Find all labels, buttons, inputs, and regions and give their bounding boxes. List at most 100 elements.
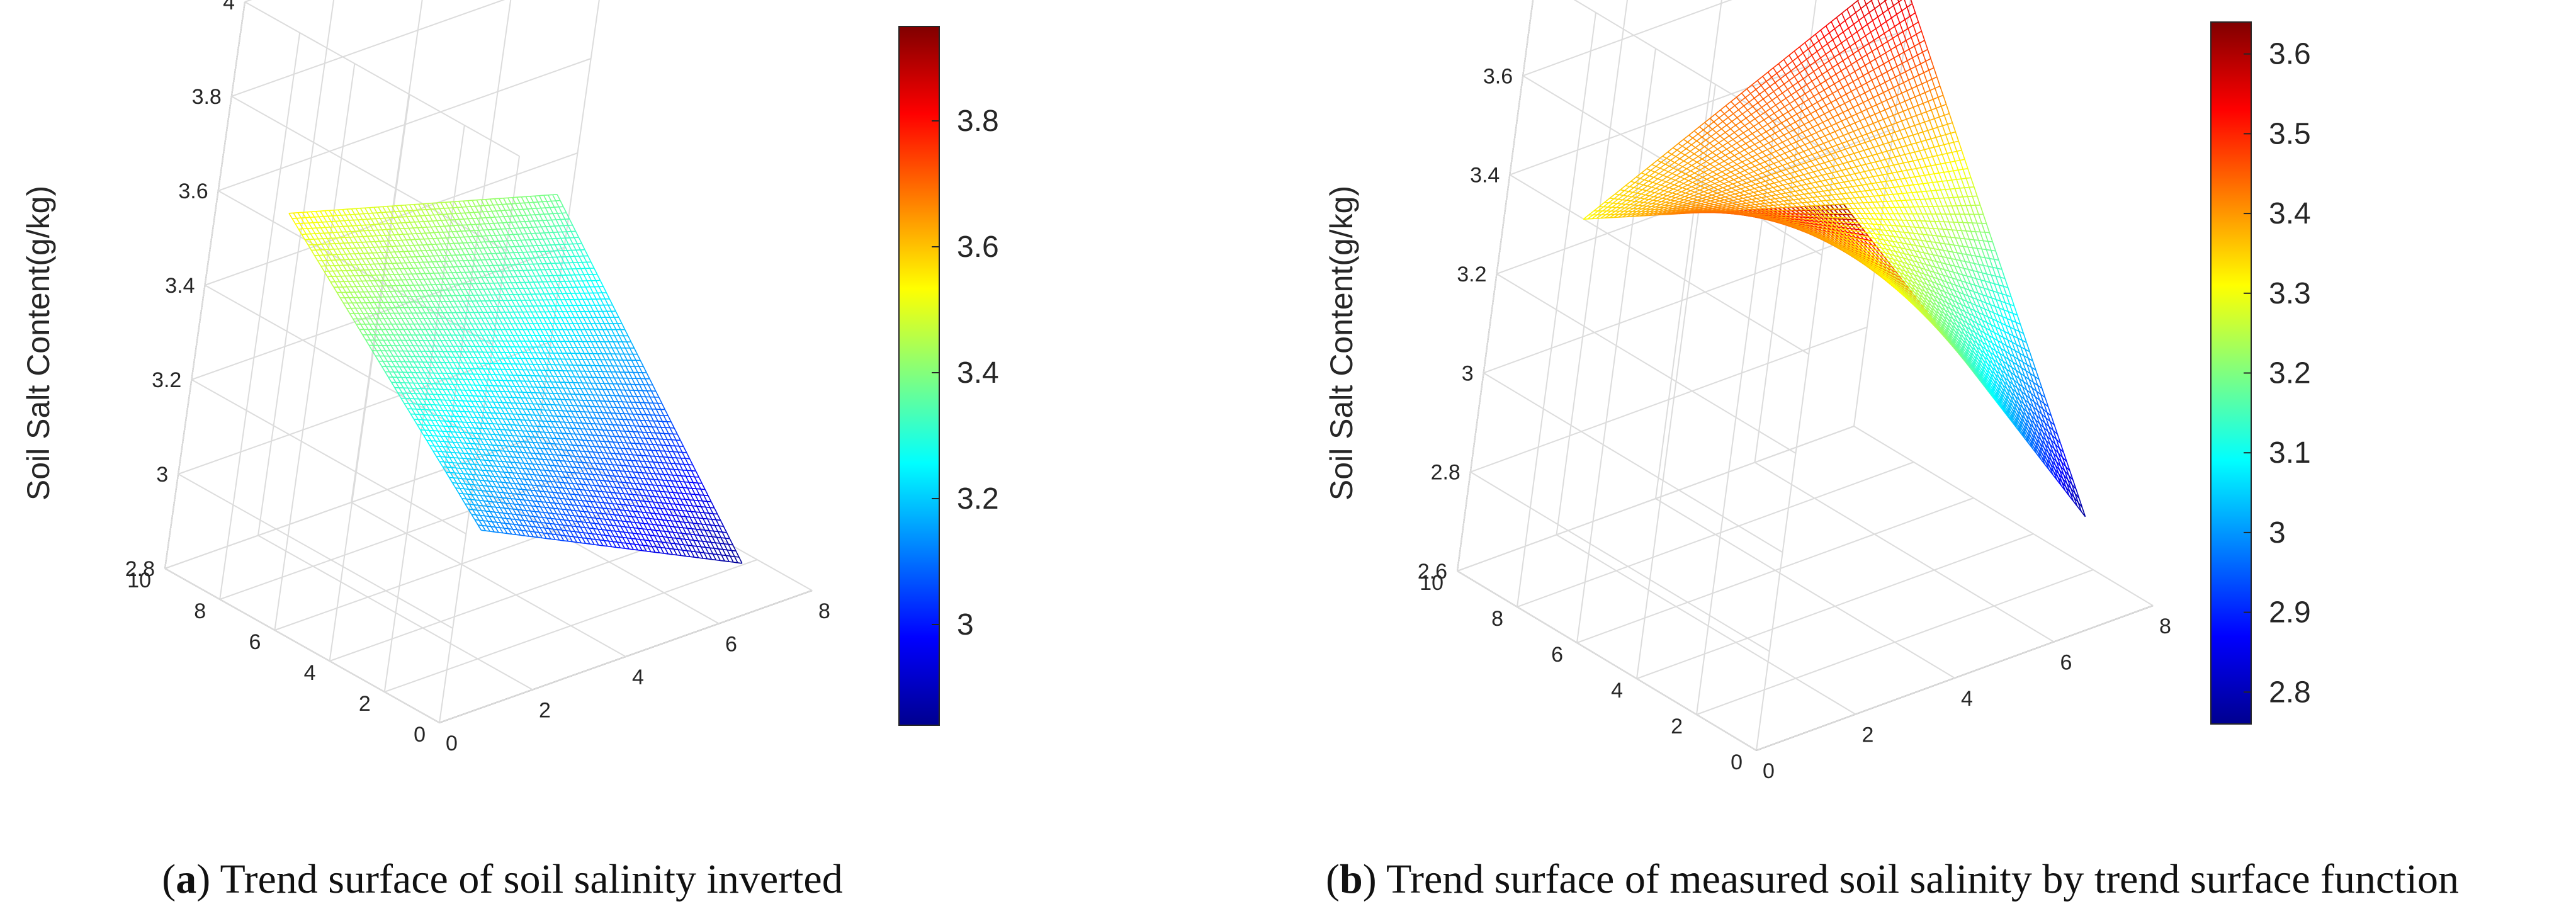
- surface-mesh-segment: [657, 462, 662, 469]
- surface-mesh-segment: [588, 293, 592, 300]
- surface-mesh-segment: [444, 301, 449, 308]
- surface-mesh-segment: [436, 415, 441, 421]
- surface-mesh-segment: [555, 200, 560, 208]
- surface-mesh-segment: [415, 233, 421, 240]
- surface-mesh-segment: [411, 273, 415, 280]
- surface-mesh-segment: [364, 264, 370, 271]
- surface-mesh-segment: [667, 480, 672, 482]
- surface-mesh-segment: [506, 282, 511, 289]
- surface-mesh-segment: [623, 354, 628, 361]
- surface-mesh-segment: [601, 395, 606, 402]
- surface-mesh-segment: [636, 455, 641, 456]
- surface-mesh-segment: [462, 283, 466, 290]
- surface-mesh-segment: [528, 282, 533, 289]
- surface-mesh-segment: [519, 221, 524, 229]
- surface-mesh-segment: [504, 252, 509, 259]
- surface-mesh-segment: [630, 521, 635, 528]
- surface-mesh-segment: [522, 525, 526, 531]
- surface-mesh-segment: [475, 479, 479, 486]
- surface-mesh-segment: [500, 466, 505, 473]
- surface-mesh-segment: [685, 516, 689, 523]
- surface-mesh-segment: [583, 256, 587, 263]
- surface-mesh-segment: [489, 198, 494, 206]
- surface-mesh-segment: [539, 490, 545, 492]
- surface-mesh-segment: [618, 335, 623, 342]
- surface-mesh-segment: [465, 406, 470, 412]
- surface-mesh-segment: [499, 217, 504, 223]
- surface-mesh-segment: [548, 335, 552, 342]
- surface-mesh-segment: [592, 335, 597, 342]
- surface-mesh-segment: [478, 230, 483, 237]
- surface-mesh-segment: [628, 532, 632, 539]
- surface-mesh-segment: [691, 511, 695, 518]
- surface-mesh-segment: [543, 512, 548, 519]
- surface-mesh-segment: [720, 537, 725, 545]
- surface-mesh-segment: [394, 329, 398, 336]
- surface-mesh-segment: [613, 481, 617, 488]
- surface-mesh-segment: [632, 414, 637, 421]
- surface-mesh-segment: [473, 504, 478, 506]
- surface-mesh-segment: [582, 456, 587, 463]
- surface-mesh-segment: [448, 266, 453, 273]
- surface-mesh-segment: [557, 410, 562, 417]
- surface-mesh-segment: [480, 401, 484, 408]
- surface-mesh-segment: [583, 532, 587, 539]
- surface-mesh-segment: [616, 525, 621, 532]
- surface-mesh-segment: [572, 444, 577, 446]
- surface-mesh-segment: [405, 356, 410, 363]
- surface-mesh-segment: [539, 312, 545, 319]
- surface-mesh-segment: [599, 518, 604, 525]
- surface-mesh-segment: [551, 497, 555, 504]
- surface-mesh-segment: [674, 486, 679, 494]
- surface-mesh-segment: [513, 488, 517, 495]
- surface-mesh-segment: [716, 536, 721, 538]
- surface-mesh-segment: [718, 548, 722, 555]
- surface-mesh-segment: [590, 522, 595, 524]
- surface-mesh-segment: [544, 312, 549, 319]
- surface-mesh-segment: [601, 491, 606, 498]
- surface-mesh-segment: [614, 453, 619, 460]
- surface-mesh-segment: [491, 486, 495, 492]
- surface-mesh-segment: [545, 465, 550, 471]
- surface-mesh-segment: [589, 268, 594, 275]
- surface-mesh-segment: [429, 388, 434, 395]
- surface-mesh-segment: [454, 318, 459, 324]
- surface-mesh-segment: [606, 412, 611, 419]
- surface-mesh-segment: [541, 323, 546, 330]
- surface-mesh-segment: [580, 371, 584, 378]
- surface-mesh-segment: [305, 217, 310, 223]
- surface-mesh-segment: [412, 210, 417, 217]
- surface-mesh-segment: [591, 298, 596, 306]
- surface-mesh-segment: [504, 335, 508, 342]
- surface-mesh-segment: [598, 446, 603, 453]
- surface-mesh-segment: [471, 458, 475, 465]
- surface-mesh-segment: [573, 256, 579, 263]
- surface-mesh-segment: [450, 278, 455, 285]
- surface-mesh-segment: [689, 517, 694, 524]
- surface-mesh-segment: [425, 250, 430, 257]
- surface-mesh-segment: [600, 359, 604, 366]
- surface-mesh-segment: [606, 470, 611, 477]
- surface-mesh-segment: [492, 407, 496, 414]
- surface-mesh-segment: [657, 485, 662, 487]
- surface-mesh-segment: [357, 297, 362, 303]
- surface-mesh-segment: [519, 519, 524, 521]
- surface-mesh-segment: [699, 551, 704, 553]
- surface-mesh-segment: [546, 201, 551, 208]
- surface-mesh-segment: [447, 232, 451, 238]
- surface-mesh-segment: [542, 480, 547, 482]
- surface-mesh-segment: [509, 408, 514, 414]
- surface-mesh-segment: [685, 499, 690, 500]
- surface-mesh-segment: [468, 318, 472, 324]
- surface-mesh-segment: [627, 437, 631, 444]
- surface-mesh-segment: [597, 388, 602, 396]
- surface-mesh-segment: [579, 376, 583, 383]
- surface-mesh-segment: [521, 509, 526, 516]
- surface-mesh-segment: [511, 461, 516, 463]
- surface-mesh-segment: [359, 230, 364, 237]
- surface-mesh-segment: [463, 260, 467, 267]
- surface-mesh-segment: [597, 452, 602, 459]
- surface-mesh-segment: [506, 482, 510, 489]
- surface-mesh-segment: [660, 427, 665, 434]
- surface-mesh-segment: [420, 429, 424, 436]
